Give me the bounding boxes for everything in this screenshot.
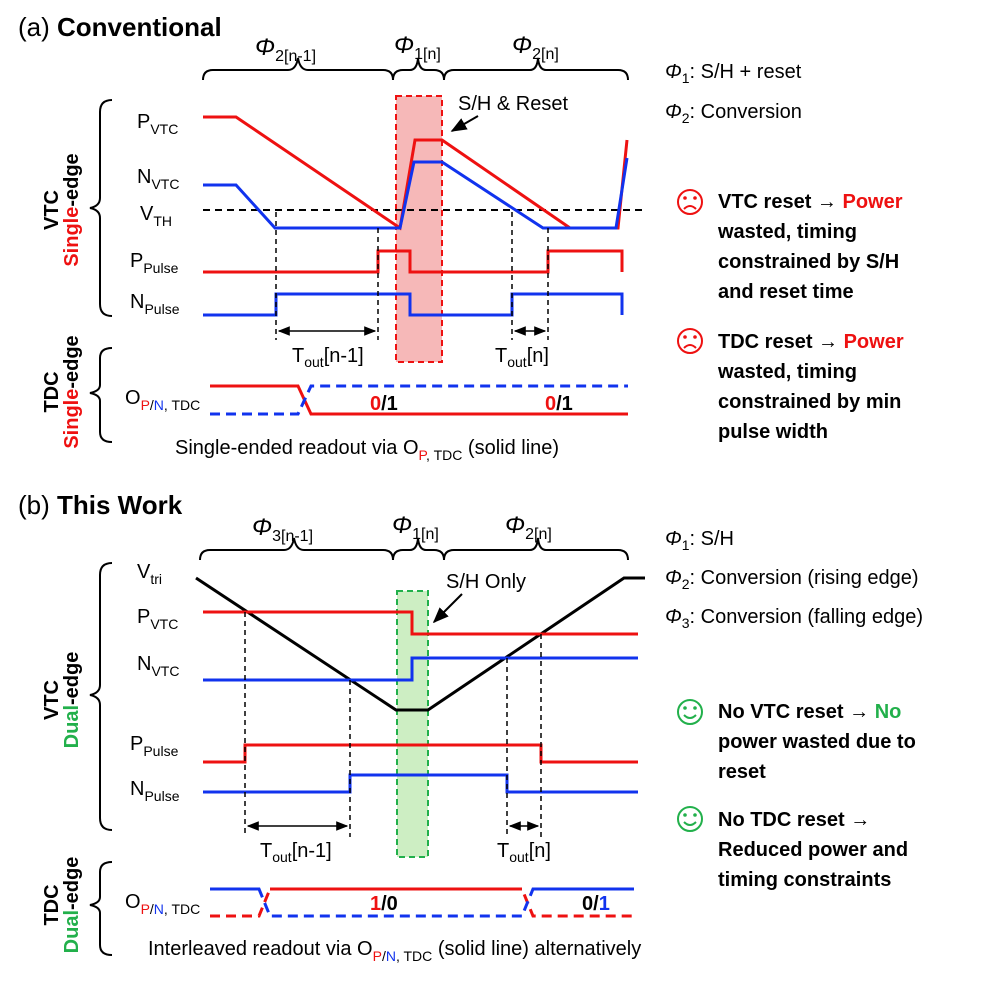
npulse-wave-b: [203, 773, 638, 794]
phase-label-cur1-b: Φ1[n]: [392, 512, 439, 543]
tdc-side-label-b-2: TDC: [41, 884, 63, 925]
tdc-side-label-a: Single-edge: [61, 335, 83, 448]
brace-tdc-b: [89, 861, 113, 956]
brace-phi2-prev-a: [202, 57, 394, 81]
phase-label-cur1-a: Φ1[n]: [394, 32, 441, 63]
note-b-2-line3: timing constraints: [718, 869, 891, 891]
phase-label-cur2-b: Φ2[n]: [505, 512, 552, 543]
label-vtri-b: Vtri: [137, 561, 162, 587]
note-a-2-line2: wasted, timing: [717, 361, 857, 383]
vtc-side-label-b: Dual-edge: [61, 652, 83, 749]
label-o-b: OP/N, TDC: [125, 891, 200, 917]
tdc-side-label-b: Dual-edge: [61, 857, 83, 954]
label-nvtc-a: NVTC: [137, 166, 179, 192]
brace-phi1-b: [392, 537, 445, 561]
note-a-1-line1: VTC reset → Power: [718, 191, 903, 213]
phase-label-prev-a: Φ2[n-1]: [255, 34, 316, 65]
note-b-1-line1: No VTC reset → No: [718, 701, 901, 723]
vtc-side-label-a: Single-edge: [61, 153, 83, 266]
brace-phi2-cur-b: [443, 537, 629, 561]
tout-label-a-1: Tout[n-1]: [292, 345, 364, 370]
note-a-2-line1: TDC reset → Power: [718, 331, 904, 353]
frown-icon: [677, 189, 703, 215]
note-b-1-line2: power wasted due to: [718, 731, 916, 753]
label-npulse-a: NPulse: [130, 291, 180, 317]
legend-phi3-b: Φ3: Conversion (falling edge): [665, 606, 923, 631]
vtri-wave-b: [195, 576, 645, 712]
note-b-2-line2: Reduced power and: [718, 839, 908, 861]
legend-phi1-a: Φ1: S/H + reset: [665, 61, 802, 86]
pvtc-wave-b: [203, 610, 638, 636]
section-b-title: (b) This Work: [18, 490, 183, 520]
on-wave-b-dash: [210, 887, 634, 918]
note-a-1-line4: and reset time: [718, 281, 854, 303]
label-pvtc-b: PVTC: [137, 606, 178, 632]
legend-phi2-a: Φ2: Conversion: [665, 101, 802, 126]
smile-icon: [677, 699, 703, 725]
tdc-side-label-a-2: TDC: [41, 371, 63, 412]
legend-phi1-b: Φ1: S/H: [665, 528, 734, 553]
label-vth-a: VTH: [140, 203, 172, 229]
op-wave-b-dash: [210, 887, 634, 918]
legend-phi2-b: Φ2: Conversion (rising edge): [665, 567, 919, 592]
phase-label-cur2-a: Φ2[n]: [512, 32, 559, 63]
label-nvtc-b: NVTC: [137, 653, 179, 679]
bit-b-2: 0/1: [582, 893, 610, 915]
brace-vtc-a: [89, 99, 113, 317]
sh-reset-arrow: [450, 115, 479, 132]
brace-vtc-b: [89, 562, 113, 831]
label-ppulse-b: PPulse: [130, 733, 179, 759]
nvtc-wave-a: [203, 157, 629, 230]
phase-label-prev-b: Φ3[n-1]: [252, 514, 313, 545]
vtc-side-label-a-2: VTC: [41, 190, 63, 230]
tout-label-a-2: Tout[n]: [495, 345, 549, 370]
bit-a-1: 0/1: [370, 393, 398, 415]
ppulse-wave-b: [203, 743, 638, 764]
on-wave-a: [210, 384, 628, 416]
note-a-1-line2: wasted, timing: [717, 221, 857, 243]
note-a-1-line3: constrained by S/H: [718, 251, 899, 273]
sh-only-arrow: [432, 593, 463, 624]
brace-phi3-prev-b: [199, 537, 394, 561]
readout-b: Interleaved readout via OP/N, TDC (solid…: [148, 938, 641, 964]
brace-phi2-cur-a: [443, 57, 629, 81]
note-a-2-line3: constrained by min: [718, 391, 901, 413]
npulse-wave-a: [203, 292, 624, 317]
brace-tdc-a: [89, 347, 113, 443]
brace-phi1-a: [392, 57, 445, 81]
note-a-2-line4: pulse width: [718, 421, 828, 443]
readout-a: Single-ended readout via OP, TDC (solid …: [175, 437, 559, 463]
tout-label-b-2: Tout[n]: [497, 840, 551, 865]
bit-a-2: 0/1: [545, 393, 573, 415]
frown-icon: [677, 328, 703, 354]
tout-label-b-1: Tout[n-1]: [260, 840, 332, 865]
section-a-title: (a) Conventional: [18, 12, 222, 42]
note-b-1-line3: reset: [718, 761, 766, 783]
nvtc-wave-b: [203, 656, 638, 682]
label-o-a: OP/N, TDC: [125, 387, 200, 413]
smile-icon: [677, 806, 703, 832]
vtc-side-label-b-2: VTC: [41, 680, 63, 720]
bit-b-1: 1/0: [370, 893, 398, 915]
label-ppulse-a: PPulse: [130, 250, 179, 276]
sh-reset-box: [395, 95, 443, 363]
sh-reset-label: S/H & Reset: [458, 93, 568, 115]
label-npulse-b: NPulse: [130, 778, 180, 804]
note-b-2-line1: No TDC reset →: [718, 809, 870, 831]
label-pvtc-a: PVTC: [137, 111, 178, 137]
sh-only-label: S/H Only: [446, 571, 526, 593]
